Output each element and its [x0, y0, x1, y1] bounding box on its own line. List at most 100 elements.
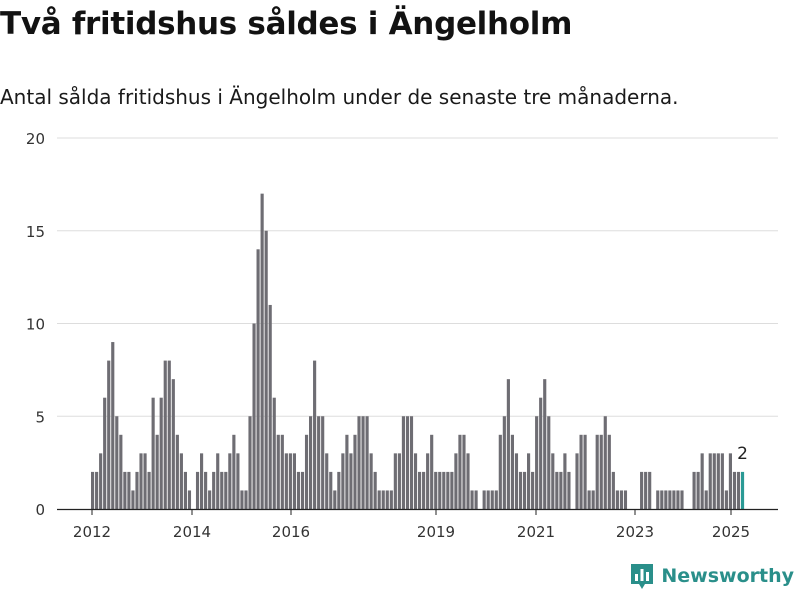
- bar: [543, 379, 547, 509]
- bar: [668, 490, 672, 509]
- bar: [559, 471, 563, 509]
- y-axis-labels: 0 5 10 15 20: [26, 130, 45, 519]
- bar: [357, 416, 361, 509]
- bar: [438, 471, 442, 509]
- x-tick-label: 2019: [417, 523, 455, 541]
- bar: [607, 434, 611, 509]
- bar: [119, 434, 123, 509]
- bar: [99, 453, 103, 509]
- bar: [555, 471, 559, 509]
- bar: [413, 453, 418, 509]
- bar: [159, 397, 163, 509]
- bar: [498, 434, 502, 509]
- bar: [611, 471, 615, 509]
- chart-title: Två fritidshus såldes i Ängelholm: [0, 6, 573, 42]
- bar: [676, 490, 680, 509]
- bar: [603, 416, 607, 509]
- bar: [204, 471, 208, 509]
- bar: [656, 490, 660, 509]
- bar: [292, 453, 296, 509]
- bar: [696, 471, 700, 509]
- y-tick-label: 15: [26, 223, 45, 241]
- bar: [486, 490, 490, 509]
- bar: [644, 471, 648, 509]
- x-tick-label: 2021: [517, 523, 555, 541]
- bar: [728, 453, 732, 509]
- bar: [155, 434, 159, 509]
- last-value-label: 2: [737, 444, 748, 464]
- bar: [506, 379, 510, 509]
- bar: [256, 249, 260, 510]
- x-tick-label: 2014: [173, 523, 211, 541]
- bar: [599, 434, 603, 509]
- bar: [720, 453, 724, 509]
- y-tick-label: 5: [35, 408, 45, 426]
- bar: [103, 397, 107, 509]
- bar: [442, 471, 446, 509]
- y-tick-label: 20: [26, 130, 45, 148]
- bar: [430, 434, 434, 509]
- bar: [195, 471, 200, 509]
- bar: [107, 360, 111, 509]
- bar: [224, 471, 228, 509]
- bar: [264, 230, 268, 509]
- bar: [454, 453, 458, 509]
- annotations: 2: [737, 444, 748, 464]
- bar: [514, 453, 519, 509]
- bar: [337, 471, 341, 509]
- x-axis: 2012 2014 2016 2019 2021 2023 2025: [57, 508, 778, 541]
- bar: [462, 434, 466, 509]
- bar: [470, 490, 474, 509]
- bar: [708, 453, 712, 509]
- bar: [296, 471, 301, 509]
- bar: [672, 490, 676, 509]
- bar: [575, 453, 579, 509]
- bar: [716, 453, 720, 509]
- bar: [405, 416, 410, 509]
- bar: [240, 490, 244, 509]
- x-tick-label: 2012: [73, 523, 111, 541]
- chart-subtitle: Antal sålda fritidshus i Ängelholm under…: [0, 85, 679, 109]
- bar: [111, 342, 115, 509]
- bar: [115, 416, 119, 509]
- bar: [325, 453, 329, 509]
- bar: [260, 193, 264, 509]
- bar: [736, 471, 741, 509]
- x-tick-label: 2023: [616, 523, 654, 541]
- bar: [175, 434, 179, 509]
- bar: [426, 453, 430, 509]
- bar: [539, 397, 543, 509]
- bar: [212, 471, 216, 509]
- bar: [91, 471, 95, 509]
- bar: [232, 434, 236, 509]
- bar: [171, 379, 175, 509]
- bar: [333, 490, 337, 509]
- bar: [692, 471, 696, 509]
- bar: [309, 416, 313, 509]
- bar: [522, 471, 527, 509]
- bar: [208, 490, 212, 509]
- bar: [151, 397, 155, 509]
- bar: [591, 490, 595, 509]
- bar: [143, 453, 147, 509]
- bar: [623, 490, 628, 509]
- bar: [660, 490, 664, 509]
- newsworthy-brand[interactable]: Newsworthy: [629, 562, 794, 590]
- bar: [280, 434, 284, 509]
- bar-highlight: [740, 471, 745, 509]
- bar: [228, 453, 232, 509]
- bar: [680, 490, 684, 509]
- bar: [409, 416, 414, 509]
- bar: [373, 471, 377, 509]
- bar: [385, 490, 389, 509]
- grid-lines: [57, 137, 778, 417]
- bar: [466, 453, 470, 509]
- bar: [502, 416, 506, 509]
- bar: [147, 471, 151, 509]
- bar: [304, 434, 309, 509]
- bar: [268, 304, 272, 509]
- y-tick-label: 0: [35, 501, 45, 519]
- bar: [276, 434, 280, 509]
- bar: [401, 416, 405, 509]
- bar: [317, 416, 321, 509]
